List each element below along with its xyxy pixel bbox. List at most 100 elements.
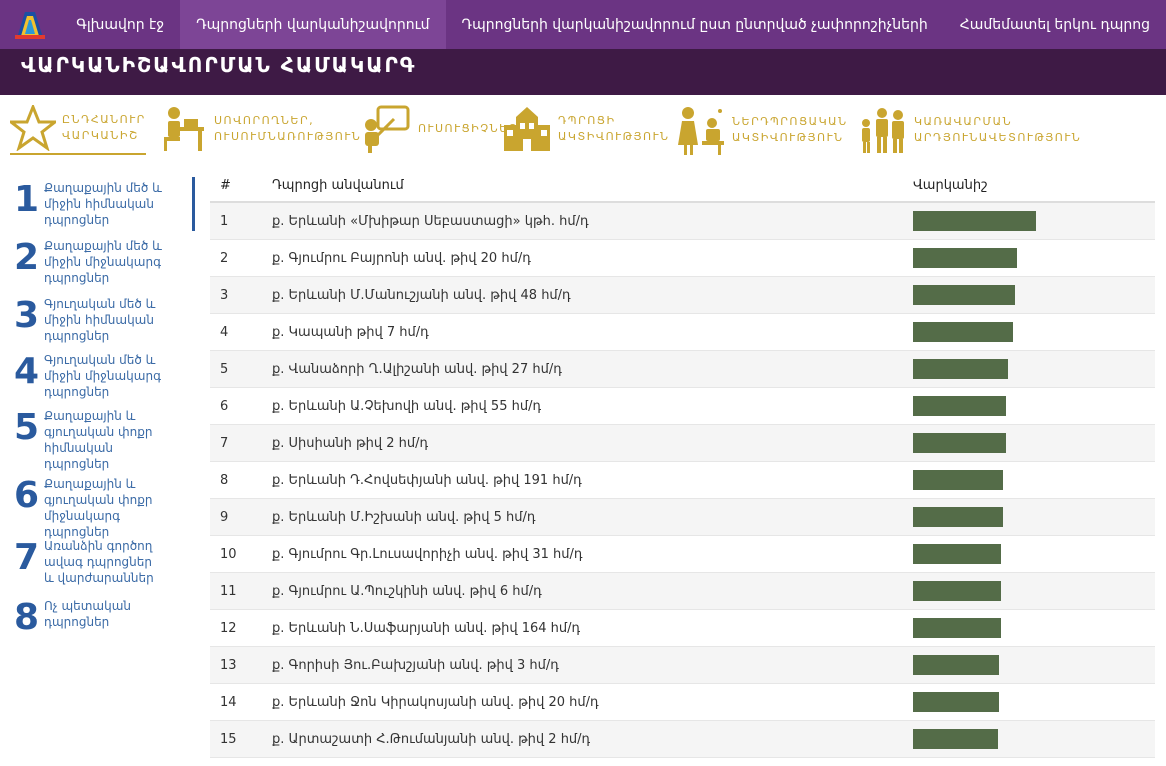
ranking-bar — [913, 507, 1003, 527]
school-building-icon — [504, 107, 550, 151]
table-row[interactable]: 8 ք. Երևանի Դ.Հովսեփյանի անվ. թիվ 191 հմ/… — [210, 462, 1155, 499]
group-number: 3 — [14, 295, 40, 336]
school-name-link[interactable]: ք. Գյումրու Գր.Լուսավորիչի անվ. թիվ 31 հ… — [272, 546, 583, 562]
ranking-cell — [913, 655, 1155, 675]
nav-rankings-by-criteria[interactable]: Դպրոցների վարկանիշավորում ըստ ընտրված չա… — [461, 16, 928, 33]
school-name-link[interactable]: ք. Կապանի թիվ 7 հմ/դ — [272, 324, 429, 340]
tab-label-line1: ԿԱՌԱՎԱՐՄԱՆ — [914, 115, 1013, 128]
ranking-cell — [913, 322, 1155, 342]
table-row[interactable]: 10 ք. Գյումրու Գր.Լուսավորիչի անվ. թիվ 31… — [210, 536, 1155, 573]
table-row[interactable]: 4 ք. Կապանի թիվ 7 հմ/դ — [210, 314, 1155, 351]
school-name-link[interactable]: ք. Երևանի Ն.Սաֆարյանի անվ. թիվ 164 հմ/դ — [272, 620, 581, 636]
tab-label-line2: ՎԱՐԿԱՆԻՇ — [62, 129, 139, 142]
student-desk-icon — [164, 107, 204, 151]
school-name-link[interactable]: ք. Գորիսի Յու.Բախշյանի անվ. թիվ 3 հմ/դ — [272, 657, 559, 673]
ranking-bar — [913, 729, 998, 749]
row-number: 13 — [220, 657, 237, 673]
star-icon — [10, 105, 56, 151]
ranking-bar — [913, 322, 1013, 342]
table-row[interactable]: 2 ք. Գյումրու Բայրոնի անվ. թիվ 20 հմ/դ — [210, 240, 1155, 277]
sidebar-item-group-4[interactable]: 4 Գյուղական մեծ և միջին միջնակարգ դպրոցն… — [10, 352, 196, 400]
group-label: Ոչ պետական դպրոցներ — [44, 599, 132, 629]
school-name-link[interactable]: ք. Սիսիանի թիվ 2 հմ/դ — [272, 435, 429, 451]
ranking-bar — [913, 359, 1008, 379]
group-number: 2 — [14, 237, 40, 278]
table-row[interactable]: 15 ք. Արտաշատի Հ.Թումանյանի անվ. թիվ 2 հմ… — [210, 721, 1155, 758]
tab-label-line1: ՈՒՍՈՒՑԻՉՆԵՐ — [418, 122, 518, 135]
table-body: 1 ք. Երևանի «Մխիթար Սեբաստացի» կթհ. հմ/դ 2… — [210, 203, 1155, 758]
row-number: 5 — [220, 361, 229, 377]
table-row[interactable]: 12 ք. Երևանի Ն.Սաֆարյանի անվ. թիվ 164 հմ/… — [210, 610, 1155, 647]
sidebar-item-group-6[interactable]: 6 Քաղաքային և գյուղական փոքր միջնակարգ դ… — [10, 476, 196, 540]
table-row[interactable]: 11 ք. Գյումրու Ա.Պուշկինի անվ. թիվ 6 հմ/դ — [210, 573, 1155, 610]
sidebar-item-group-3[interactable]: 3 Գյուղական մեծ և միջին հիմնական դպրոցնե… — [10, 296, 196, 344]
table-row[interactable]: 7 ք. Սիսիանի թիվ 2 հմ/դ — [210, 425, 1155, 462]
table-row[interactable]: 13 ք. Գորիսի Յու.Բախշյանի անվ. թիվ 3 հմ/դ — [210, 647, 1155, 684]
page-banner: ՎԱՐԿԱՆԻՇԱՎՈՐՄԱՆ ՀԱՄԱԿԱՐԳ — [0, 49, 1166, 95]
tab-general-ranking[interactable]: ԸՆԴՀԱՆՈՒՐ ՎԱՐԿԱՆԻՇ — [10, 105, 146, 155]
ranking-bar — [913, 285, 1015, 305]
school-name-link[interactable]: ք. Երևանի Մ.Մանուշյանի անվ. թիվ 48 հմ/դ — [272, 287, 571, 303]
classroom-activity-icon — [678, 107, 724, 155]
ranking-bar — [913, 470, 1003, 490]
nav-home[interactable]: Գլխավոր էջ — [76, 16, 165, 33]
ranking-bar — [913, 655, 999, 675]
tab-school-activity[interactable]: ԴՊՐՈՑԻ ԱԿՏԻՎՈՒԹՅՈՒՆ — [502, 105, 670, 153]
row-number: 12 — [220, 620, 237, 636]
group-label: Առանձին գործող ավագ դպրոցներ և վարժարանն… — [44, 539, 154, 585]
school-name-link[interactable]: ք. Երևանի Մ.Իշխանի անվ. թիվ 5 հմ/դ — [272, 509, 536, 525]
tab-students-learning[interactable]: ՍՈՎՈՐՈՂՆԵՐ, ՈՒՍՈՒՄՆԱՌՈՒԹՅՈՒՆ — [160, 105, 361, 153]
row-number: 4 — [220, 324, 229, 340]
table-header: # Դպրոցի անվանում Վարկանիշ — [210, 170, 1155, 203]
group-label: Քաղաքային մեծ և միջին միջնակարգ դպրոցներ — [44, 239, 162, 285]
sidebar-item-group-5[interactable]: 5 Քաղաքային և գյուղական փոքր հիմնական դպ… — [10, 408, 196, 472]
group-label: Քաղաքային մեծ և միջին հիմնական դպրոցներ — [44, 181, 162, 227]
sidebar-item-group-1[interactable]: 1 Քաղաքային մեծ և միջին հիմնական դպրոցնե… — [10, 177, 196, 231]
school-name-link[interactable]: ք. Վանաձորի Ղ.Ալիշանի անվ. թիվ 27 հմ/դ — [272, 361, 562, 377]
table-row[interactable]: 5 ք. Վանաձորի Ղ.Ալիշանի անվ. թիվ 27 հմ/դ — [210, 351, 1155, 388]
tab-label-line1: ՍՈՎՈՐՈՂՆԵՐ, — [214, 114, 315, 127]
site-logo[interactable] — [0, 0, 60, 49]
school-name-link[interactable]: ք. Երևանի Ա.Չեխովի անվ. թիվ 55 հմ/դ — [272, 398, 542, 414]
ranking-bar — [913, 618, 1001, 638]
tab-label-line2: ԱԿՏԻՎՈՒԹՅՈՒՆ — [558, 130, 670, 143]
tab-teachers[interactable]: ՈՒՍՈՒՑԻՉՆԵՐ — [362, 105, 518, 153]
school-name-link[interactable]: ք. Երևանի Ջոն Կիրակոսյանի անվ. թիվ 20 հմ… — [272, 694, 599, 710]
row-number: 6 — [220, 398, 229, 414]
ranking-bar — [913, 692, 999, 712]
school-name-link[interactable]: ք. Արտաշատի Հ.Թումանյանի անվ. թիվ 2 հմ/դ — [272, 731, 591, 747]
school-name-link[interactable]: ք. Գյումրու Բայրոնի անվ. թիվ 20 հմ/դ — [272, 250, 531, 266]
row-number: 10 — [220, 546, 237, 562]
school-name-link[interactable]: ք. Գյումրու Ա.Պուշկինի անվ. թիվ 6 հմ/դ — [272, 583, 542, 599]
tab-label-line2: ԱՐԴՅՈՒՆԱՎԵՏՈՒԹՅՈՒՆ — [914, 131, 1082, 144]
tab-in-school-activity[interactable]: ՆԵՐԴՊՐՈՑԱԿԱՆ ԱԿՏԻՎՈՒԹՅՈՒՆ — [678, 105, 848, 155]
group-number: 6 — [14, 475, 40, 516]
nav-school-rankings[interactable]: Դպրոցների վարկանիշավորում — [180, 0, 446, 49]
group-number: 5 — [14, 407, 40, 448]
sidebar-item-group-7[interactable]: 7 Առանձին գործող ավագ դպրոցներ և վարժարա… — [10, 538, 196, 586]
row-number: 7 — [220, 435, 229, 451]
table-row[interactable]: 3 ք. Երևանի Մ.Մանուշյանի անվ. թիվ 48 հմ/դ — [210, 277, 1155, 314]
sidebar-item-group-2[interactable]: 2 Քաղաքային մեծ և միջին միջնակարգ դպրոցն… — [10, 238, 196, 286]
table-row[interactable]: 14 ք. Երևանի Ջոն Կիրակոսյանի անվ. թիվ 20 … — [210, 684, 1155, 721]
tab-label-line2: ՈՒՍՈՒՄՆԱՌՈՒԹՅՈՒՆ — [214, 130, 362, 143]
ranking-bar — [913, 433, 1006, 453]
row-number: 3 — [220, 287, 229, 303]
group-number: 8 — [14, 597, 40, 638]
header-number: # — [220, 178, 231, 193]
family-group-icon — [862, 108, 904, 153]
sidebar-item-group-8[interactable]: 8 Ոչ պետական դպրոցներ — [10, 598, 196, 638]
ranking-cell — [913, 507, 1155, 527]
table-row[interactable]: 6 ք. Երևանի Ա.Չեխովի անվ. թիվ 55 հմ/դ — [210, 388, 1155, 425]
table-row[interactable]: 9 ք. Երևանի Մ.Իշխանի անվ. թիվ 5 հմ/դ — [210, 499, 1155, 536]
tab-management-effectiveness[interactable]: ԿԱՌԱՎԱՐՄԱՆ ԱՐԴՅՈՒՆԱՎԵՏՈՒԹՅՈՒՆ — [858, 105, 1081, 155]
category-tabs: ԸՆԴՀԱՆՈՒՐ ՎԱՐԿԱՆԻՇ ՍՈՎՈՐՈՂՆԵՐ, ՈՒՍՈՒՄՆԱՌ… — [0, 95, 1166, 170]
teacher-board-icon — [365, 105, 410, 153]
school-name-link[interactable]: ք. Երևանի Դ.Հովսեփյանի անվ. թիվ 191 հմ/դ — [272, 472, 582, 488]
tab-label-line1: ԸՆԴՀԱՆՈՒՐ — [62, 113, 146, 126]
table-row[interactable]: 1 ք. Երևանի «Մխիթար Սեբաստացի» կթհ. հմ/դ — [210, 203, 1155, 240]
school-name-link[interactable]: ք. Երևանի «Մխիթար Սեբաստացի» կթհ. հմ/դ — [272, 213, 589, 229]
nav-compare-schools[interactable]: Համեմատել երկու դպրոց — [959, 16, 1150, 33]
ranking-cell — [913, 581, 1155, 601]
ranking-bar — [913, 581, 1001, 601]
